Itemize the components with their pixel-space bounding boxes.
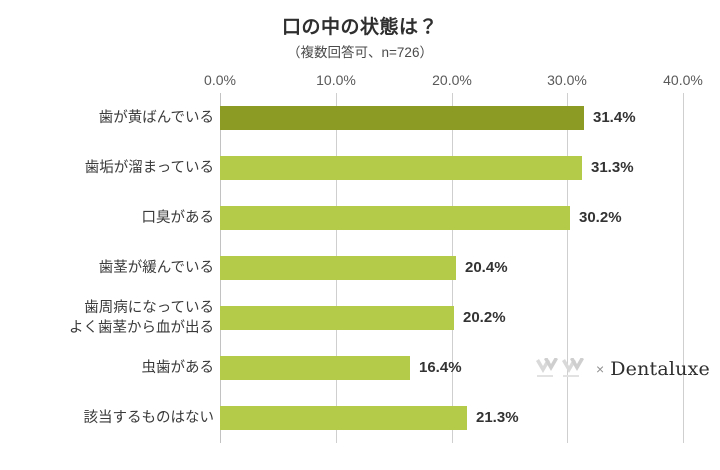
category-label: 該当するものはない (84, 408, 215, 428)
category-label-line1: 虫歯がある (141, 360, 215, 376)
bar-row: 歯周病になっている よく歯茎から血が出る 20.2% (0, 293, 720, 343)
category-label-line1: 歯が黄ばんでいる (98, 110, 214, 126)
category-label-line1: 歯垢が溜まっている (84, 160, 214, 176)
xtick-label-0: 0.0% (204, 72, 236, 88)
logo-separator: × (596, 361, 605, 377)
category-label: 口臭がある (142, 208, 215, 228)
bar-value-label: 30.2% (579, 209, 622, 226)
bar (220, 356, 410, 380)
bar (220, 106, 584, 130)
xtick-label-2: 20.0% (432, 72, 472, 88)
bar-value-label: 16.4% (419, 359, 462, 376)
category-label-line1: 歯茎が緩んでいる (98, 260, 214, 276)
xtick-label-3: 30.0% (547, 72, 587, 88)
category-label-line1: 該当するものはない (83, 410, 215, 426)
bar-row: 歯垢が溜まっている 31.3% (0, 143, 720, 193)
bar-value-label: 31.4% (593, 109, 636, 126)
gridline-40 (683, 93, 684, 443)
category-label: 歯周病になっている よく歯茎から血が出る (69, 298, 214, 338)
bar-row: 該当するものはない 21.3% (0, 393, 720, 443)
bar-row: 歯が黄ばんでいる 31.4% (0, 93, 720, 143)
bar (220, 256, 456, 280)
category-label: 歯が黄ばんでいる (99, 108, 214, 128)
logo-brand-text: Dentaluxe (610, 357, 710, 380)
bar-row: 歯茎が緩んでいる 20.4% (0, 243, 720, 293)
category-label-line1: 口臭がある (141, 210, 215, 226)
gridline-30 (567, 93, 568, 443)
category-label: 歯垢が溜まっている (85, 158, 214, 178)
bar (220, 306, 454, 330)
bar-value-label: 20.4% (465, 259, 508, 276)
plot-area: 歯が黄ばんでいる 31.4% 歯垢が溜まっている 31.3% 口臭がある 30.… (0, 93, 720, 443)
chart-subtitle: （複数回答可、n=726） (287, 45, 433, 60)
category-label-line2: よく歯茎から血が出る (69, 320, 214, 336)
xtick-label-4: 40.0% (663, 72, 703, 88)
bar-value-label: 21.3% (476, 409, 519, 426)
xtick-label-1: 10.0% (316, 72, 356, 88)
category-label: 虫歯がある (142, 358, 215, 378)
bar (220, 156, 582, 180)
bar-value-label: 31.3% (591, 159, 634, 176)
bar-row: 口臭がある 30.2% (0, 193, 720, 243)
bar-row: 虫歯がある 16.4% (0, 343, 720, 393)
bar (220, 206, 570, 230)
watermark-logo: × Dentaluxe (534, 358, 710, 380)
bar (220, 406, 467, 430)
bar-value-label: 20.2% (463, 309, 506, 326)
chevron-pair-logo-icon (536, 358, 584, 377)
category-label: 歯茎が緩んでいる (99, 258, 214, 278)
chart-title: 口の中の状態は？ (281, 17, 438, 38)
category-label-line1: 歯周病になっている (84, 300, 214, 316)
